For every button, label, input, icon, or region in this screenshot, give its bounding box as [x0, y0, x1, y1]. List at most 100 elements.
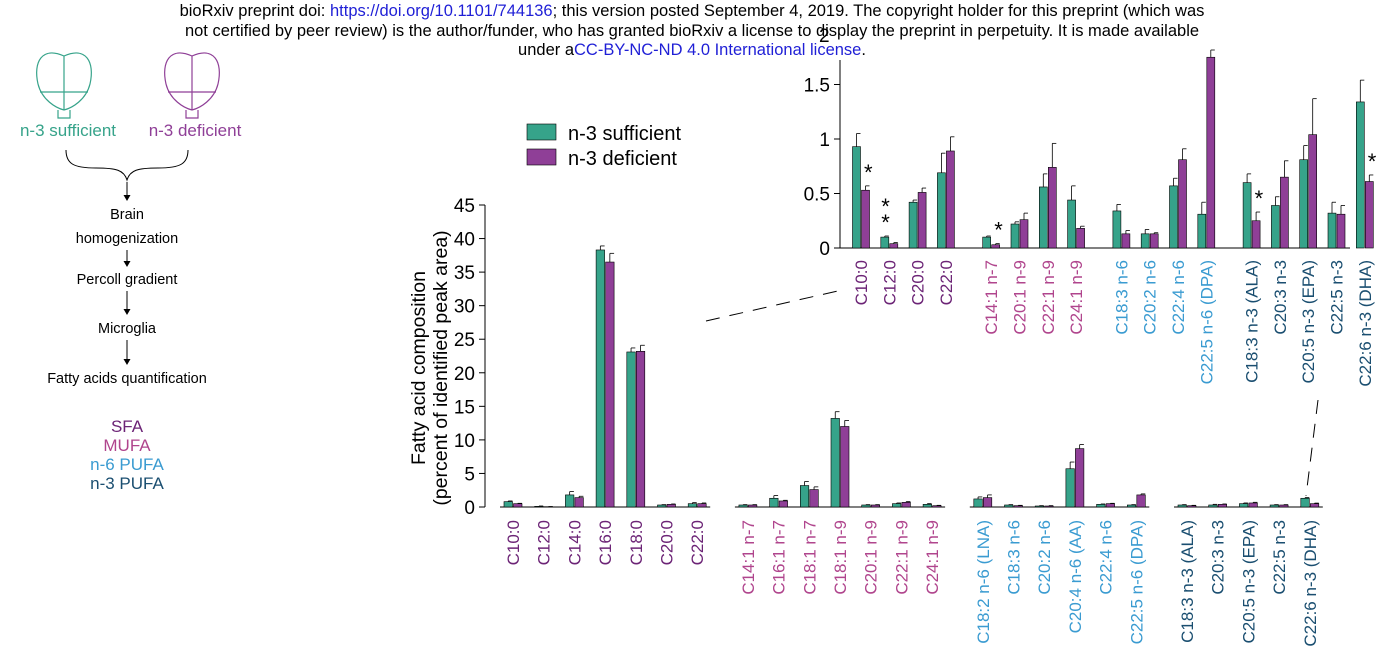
bar [1127, 504, 1137, 508]
inset-x-tick-label: C18:3 n-6 [1112, 260, 1131, 335]
bar [809, 489, 819, 508]
inset-bar [1336, 213, 1346, 249]
inset-x-tick-label: C22:5 n-3 [1328, 260, 1347, 335]
x-tick-label: C12:0 [535, 520, 554, 565]
brain-deficient-icon [164, 52, 220, 119]
x-tick-label: C18:3 n-6 [1005, 520, 1024, 595]
x-tick-label: C18:0 [627, 520, 646, 565]
bar [1013, 505, 1023, 508]
inset-bar [1019, 219, 1029, 249]
significance-mark: * [864, 160, 873, 185]
x-tick-label: C14:0 [565, 520, 584, 565]
significance-mark: * [881, 194, 890, 219]
x-tick-label: C20:3 n-3 [1209, 520, 1228, 595]
bar [1075, 448, 1085, 508]
zoom-guide-right [1305, 399, 1319, 497]
y-tick-label: 45 [454, 196, 475, 217]
inset-x-tick-label: C20:1 n-9 [1011, 260, 1030, 335]
class-legend-item: n-6 PUFA [90, 455, 164, 474]
bar [1300, 497, 1310, 508]
inset-y-tick-label: 1 [819, 130, 830, 151]
inset-bar [889, 243, 899, 249]
banner-line-1: bioRxiv preprint doi: https://doi.org/10… [0, 2, 1384, 22]
y-tick-label: 35 [454, 263, 475, 284]
inset-bar [861, 189, 870, 249]
x-tick-label: C14:1 n-7 [739, 520, 758, 595]
inset-y-tick-label: 0.5 [804, 185, 830, 206]
inset-bar [1271, 205, 1280, 249]
bar [635, 351, 646, 508]
significance-mark: * [881, 210, 890, 235]
workflow-step: Brain [110, 207, 144, 223]
inset-x-tick-label: C22:0 [937, 260, 956, 305]
inset-x-tick-label: C22:6 n-3 (DHA) [1356, 260, 1375, 387]
inset-bar [1365, 181, 1374, 249]
inset-bar [1327, 212, 1337, 249]
bar [1105, 503, 1115, 508]
license-link[interactable]: CC-BY-NC-ND 4.0 International license [574, 41, 862, 59]
inset-bar [1242, 182, 1252, 249]
x-tick-label: C22:5 n-3 [1270, 520, 1289, 595]
x-tick-label: C18:1 n-7 [800, 520, 819, 595]
x-tick-label: C18:2 n-6 (LNA) [974, 520, 993, 644]
inset-x-tick-label: C20:0 [909, 260, 928, 305]
preprint-banner: bioRxiv preprint doi: https://doi.org/10… [0, 2, 1384, 61]
x-tick-label: C22:1 n-9 [892, 520, 911, 595]
inset-bar [1299, 159, 1308, 249]
x-tick-label: C22:0 [688, 520, 707, 565]
workflow-step: Microglia [98, 321, 157, 337]
bar [840, 426, 850, 508]
significance-mark: * [1368, 149, 1377, 174]
inset-x-tick-label: C12:0 [880, 260, 899, 305]
bar [666, 504, 676, 508]
class-legend-item: n-3 PUFA [90, 474, 164, 493]
bar [830, 418, 840, 508]
x-tick-label: C20:4 n-6 (AA) [1066, 520, 1085, 633]
y-tick-label: 10 [454, 431, 475, 452]
deficient-label: n-3 deficient [149, 121, 242, 140]
y-tick-label: 5 [464, 464, 475, 485]
bar [1065, 468, 1075, 508]
bar [1034, 505, 1044, 508]
significance-mark: * [1255, 186, 1264, 211]
bar [1136, 494, 1146, 508]
bar [982, 497, 993, 508]
bar [687, 503, 698, 508]
doi-link[interactable]: https://doi.org/10.1101/744136 [329, 2, 553, 20]
x-tick-label: C22:6 n-3 (DHA) [1301, 520, 1320, 647]
inset-y-tick-label: 0 [819, 239, 830, 260]
inset-bar [1149, 233, 1159, 249]
inset-x-tick-label: C14:1 n-7 [982, 260, 1001, 335]
inset-bar [991, 244, 1001, 249]
flow-arrowhead-icon [123, 359, 131, 365]
inset-bar [917, 192, 927, 249]
x-tick-label: C16:1 n-7 [770, 520, 789, 595]
bar [565, 494, 575, 508]
y-tick-label: 30 [454, 297, 475, 318]
series-legend: n-3 sufficient n-3 deficient [526, 123, 681, 170]
y-tick-label: 20 [454, 364, 475, 385]
bar [513, 503, 523, 508]
x-tick-label: C18:1 n-9 [831, 520, 850, 595]
inset-bar [1308, 134, 1317, 249]
bar [932, 505, 942, 508]
zoom-guide-left [705, 289, 843, 322]
x-tick-label: C18:3 n-3 (ALA) [1178, 520, 1197, 643]
inset-x-tick-label: C18:3 n-3 (ALA) [1243, 260, 1262, 383]
inset-bar [1010, 223, 1020, 249]
banner-line-3: under aCC-BY-NC-ND 4.0 International lic… [0, 41, 1384, 61]
bar [697, 503, 707, 508]
inset-x-tick-label: C20:3 n-3 [1271, 260, 1290, 335]
inset-bar [1169, 185, 1178, 249]
inset-x-tick-label: C20:5 n-3 (EPA) [1299, 260, 1318, 383]
significance-mark: * [994, 218, 1003, 243]
bar [1310, 503, 1320, 508]
flow-arrowhead-icon [123, 195, 131, 201]
inset-x-tick-label: C24:1 n-9 [1067, 260, 1086, 335]
workflow-step: Percoll gradient [77, 272, 178, 288]
x-tick-label: C22:4 n-6 [1097, 520, 1116, 595]
bar [901, 502, 911, 508]
x-tick-label: C20:1 n-9 [862, 520, 881, 595]
